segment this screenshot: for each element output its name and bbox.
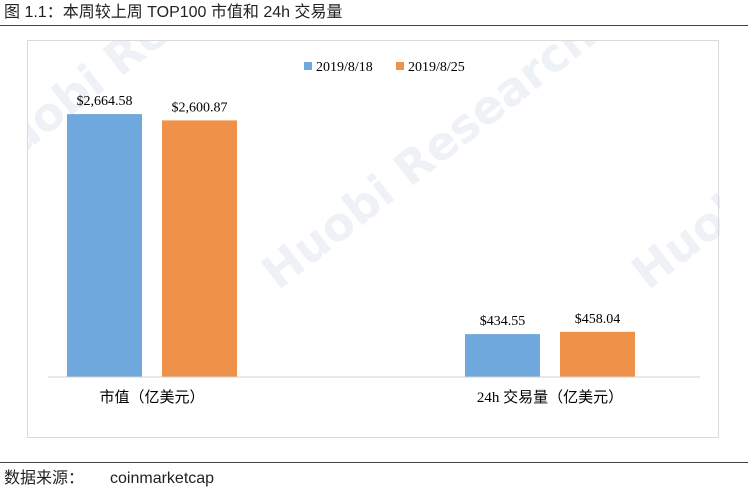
title-divider (0, 25, 748, 26)
chart-legend: 2019/8/18 2019/8/25 (304, 60, 465, 75)
category-label: 市值（亿美元） (99, 389, 204, 406)
data-label: $2,600.87 (172, 100, 228, 115)
bar (560, 331, 635, 377)
category-labels: 市值（亿美元） 24h 交易量（亿美元） (99, 388, 623, 406)
source-label: 数据来源： (4, 470, 85, 487)
bar (465, 334, 540, 377)
source-divider (0, 462, 748, 463)
figure-title: 图 1.1：本周较上周 TOP100 市值和 24h 交易量 (4, 4, 343, 21)
data-label: $458.04 (575, 312, 621, 327)
data-label: $2,664.58 (77, 94, 133, 109)
legend-swatch (304, 62, 312, 70)
bar-group: $2,664.58 $2,600.87 $434.55 $458.04 (67, 94, 635, 377)
watermark-text: Huobi Research (252, 41, 606, 300)
legend-swatch (396, 62, 404, 70)
watermark-text: Huobi Research (622, 41, 720, 300)
source-value: coinmarketcap (110, 470, 215, 487)
category-label: 24h 交易量（亿美元） (477, 388, 623, 406)
data-label: $434.55 (480, 314, 526, 329)
bar (162, 120, 237, 377)
bar (67, 114, 142, 377)
legend-label: 2019/8/25 (408, 60, 465, 75)
source-line: 数据来源： coinmarketcap (4, 468, 214, 490)
legend-label: 2019/8/18 (316, 60, 373, 75)
